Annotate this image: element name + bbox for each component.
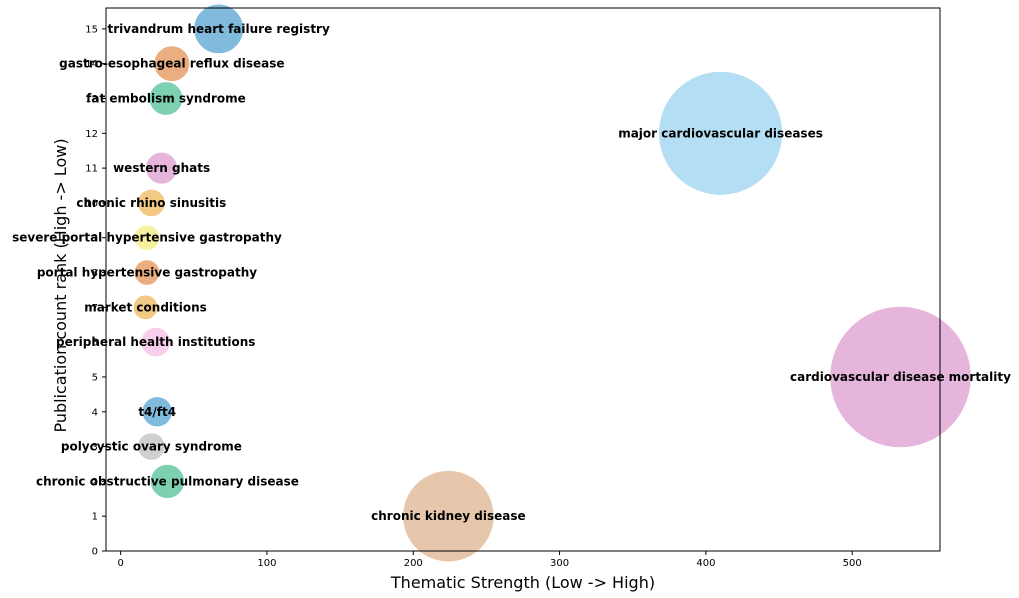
plot-frame (105, 7, 941, 552)
bubble-portal-hypertensive-gastropathy (133, 258, 161, 287)
bubble-label-severe-portal-hypertensive-gastropathy: severe portal hypertensive gastropathy (12, 231, 282, 245)
x-axis-title: Thematic Strength (Low -> High) (390, 573, 655, 592)
y-tick-label: 8 (92, 268, 98, 279)
bubble-label-trivandrum-heart-failure-registry: trivandrum heart failure registry (108, 22, 330, 36)
y-tick-label: 14 (85, 59, 98, 70)
bubble-label-t4-ft4: t4/ft4 (138, 405, 176, 419)
x-axis-ticks: 0 100 200 300 400 500 (117, 551, 862, 569)
bubble-chronic-obstructive-pulmonary-disease (149, 463, 186, 500)
bubble-label-cardiovascular-disease-mortality: cardiovascular disease mortality (790, 370, 1011, 384)
bubble-trivandrum-heart-failure-registry (192, 2, 245, 55)
y-tick-label: 7 (92, 303, 98, 314)
bubble-chronic-rhino-sinusitis (136, 188, 167, 218)
y-tick-label: 10 (85, 198, 98, 209)
y-tick-label: 4 (92, 407, 98, 418)
x-tick-label: 500 (843, 558, 862, 569)
bubble-label-gastro-esophageal-reflux-disease: gastro-esophageal reflux disease (59, 57, 284, 71)
y-tick-label: 2 (92, 477, 98, 488)
x-tick-label: 0 (117, 558, 123, 569)
x-tick-label: 300 (550, 558, 569, 569)
y-tick-label: 0 (92, 547, 98, 558)
bubble-label-fat-embolism-syndrome: fat embolism syndrome (86, 92, 246, 106)
bubble-label-chronic-kidney-disease: chronic kidney disease (371, 509, 526, 523)
y-tick-label: 6 (92, 338, 98, 349)
x-tick-label: 100 (257, 558, 276, 569)
bubble-western-ghats (144, 151, 179, 186)
y-tick-label: 12 (85, 129, 98, 140)
y-tick-label: 13 (85, 94, 98, 105)
bubble-chronic-kidney-disease (401, 469, 496, 563)
x-tick-label: 400 (696, 558, 715, 569)
y-tick-label: 9 (92, 233, 98, 244)
bubble-label-chronic-obstructive-pulmonary-disease: chronic obstructive pulmonary disease (36, 474, 299, 488)
bubble-label-western-ghats: western ghats (113, 161, 210, 175)
bubble-label-chronic-rhino-sinusitis: chronic rhino sinusitis (76, 196, 226, 210)
y-tick-label: 1 (92, 512, 98, 523)
bubble-label-peripheral-health-institutions: peripheral health institutions (56, 335, 255, 349)
bubble-label-market-conditions: market conditions (84, 300, 207, 314)
bubble-label-major-cardiovascular-diseases: major cardiovascular diseases (618, 126, 823, 140)
y-tick-label: 3 (92, 442, 98, 453)
y-axis-title: Publication count rank (High -> Low) (51, 138, 70, 432)
bubble-t4-ft4 (141, 395, 174, 428)
bubble-major-cardiovascular-diseases (657, 70, 784, 197)
y-tick-label: 15 (85, 24, 98, 35)
bubble-polycystic-ovary-syndrome (136, 431, 167, 462)
bubble-label-layer: trivandrum heart failure registry gastro-… (12, 22, 1011, 523)
y-tick-label: 5 (92, 372, 98, 383)
bubble-fat-embolism-syndrome (148, 80, 184, 117)
bubble-cardiovascular-disease-mortality (828, 305, 973, 449)
y-tick-label: 11 (85, 164, 98, 175)
bubble-label-portal-hypertensive-gastropathy: portal hypertensive gastropathy (37, 266, 257, 280)
bubble-label-polycystic-ovary-syndrome: polycystic ovary syndrome (61, 440, 242, 454)
bubble-layer (132, 2, 973, 563)
bubble-peripheral-health-institutions (139, 326, 172, 358)
bubble-market-conditions (132, 293, 159, 321)
bubble-severe-portal-hypertensive-gastropathy (133, 223, 161, 252)
x-tick-label: 200 (404, 558, 423, 569)
